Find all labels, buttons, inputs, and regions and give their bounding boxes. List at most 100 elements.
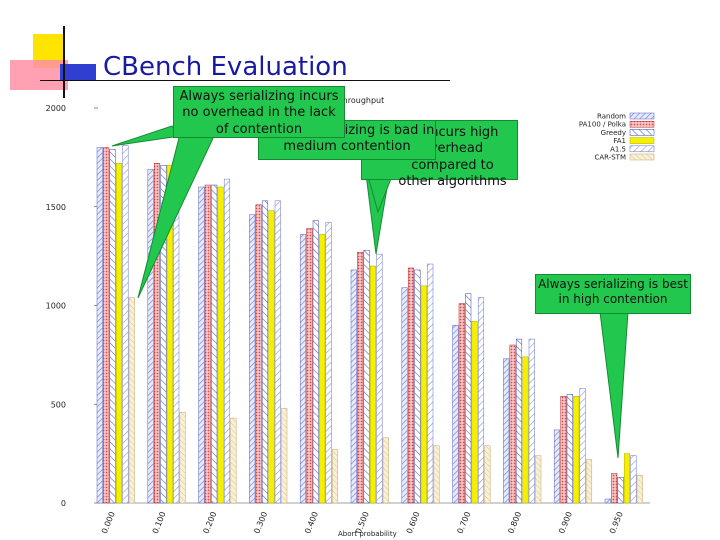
bar-0.300-1 <box>255 204 262 504</box>
legend-swatch <box>629 153 655 161</box>
legend-label: PA100 / Polka <box>579 121 626 129</box>
bar-0.500-5 <box>382 437 389 504</box>
bar-0.950-5 <box>636 475 643 504</box>
bar-0.200-2 <box>211 184 218 504</box>
bar-0.000-0 <box>96 147 103 504</box>
bar-0.700-1 <box>458 303 465 504</box>
bar-0.300-2 <box>261 200 269 504</box>
y-tick-label: 1500 <box>46 203 66 212</box>
legend-label: CAR-STM <box>594 154 626 162</box>
callout-no-contention-text: Always serializing incurs no overhead in… <box>179 89 339 137</box>
bar-0.000-5 <box>128 297 135 504</box>
x-tick-label: 0.900 <box>557 510 574 535</box>
decor-horizontal-line <box>40 80 450 81</box>
x-tick-label: 0.300 <box>252 510 269 535</box>
bar-0.300-0 <box>249 214 256 504</box>
x-axis-title: Abort probability <box>338 530 397 538</box>
bar-0.200-1 <box>204 184 211 504</box>
bar-0.200-5 <box>230 417 237 504</box>
legend-swatch <box>629 120 655 128</box>
legend-swatch <box>629 145 655 153</box>
bar-0.900-5 <box>585 459 593 504</box>
bar-0.100-3 <box>166 165 173 504</box>
bar-0.400-4 <box>325 222 332 504</box>
y-tick-label: 500 <box>51 400 66 409</box>
bar-0.200-0 <box>198 186 205 504</box>
bar-0.200-3 <box>217 186 224 504</box>
legend-swatch <box>629 112 655 120</box>
legend-label: Random <box>597 113 626 121</box>
bar-0.600-4 <box>427 263 434 504</box>
bar-0.950-2 <box>617 477 624 504</box>
y-tick-label: 1000 <box>46 302 66 311</box>
x-tick-label: 0.100 <box>151 510 168 535</box>
bar-0.900-1 <box>560 396 567 504</box>
bar-0.300-4 <box>274 200 281 504</box>
legend-label: Greedy <box>601 129 626 137</box>
bar-0.950-0 <box>604 498 611 504</box>
bar-0.600-0 <box>401 287 408 504</box>
bar-0.300-5 <box>281 407 288 504</box>
bar-0.100-5 <box>179 411 186 504</box>
decor-blue-block <box>60 64 96 80</box>
callout-high-contention-text: Always serializing is best in high conte… <box>538 277 688 306</box>
bar-0.600-2 <box>414 269 421 504</box>
bar-0.100-2 <box>160 165 167 504</box>
bar-0.600-1 <box>407 267 415 504</box>
bar-0.700-3 <box>471 321 478 504</box>
x-tick-label: 0.950 <box>608 510 625 535</box>
bar-0.500-3 <box>369 265 377 504</box>
bar-0.400-1 <box>306 228 313 504</box>
bar-0.700-5 <box>484 445 491 504</box>
bar-0.700-2 <box>465 293 472 504</box>
bar-0.800-2 <box>515 338 523 504</box>
bar-0.100-0 <box>147 168 154 504</box>
chart-title: nch: Throughput <box>318 96 384 105</box>
bar-0.600-5 <box>433 445 440 504</box>
bar-0.950-4 <box>630 455 637 504</box>
bar-0.000-2 <box>109 149 116 504</box>
legend-label: FA1 <box>613 137 626 145</box>
bar-0.400-0 <box>299 234 307 504</box>
bar-0.800-4 <box>528 338 535 504</box>
decor-vertical-line <box>63 26 65 98</box>
bar-0.400-5 <box>331 449 339 504</box>
bar-0.500-1 <box>357 251 364 504</box>
bar-0.000-1 <box>103 147 110 504</box>
bar-0.900-3 <box>573 396 580 504</box>
callout-high-contention: Always serializing is best in high conte… <box>535 274 691 314</box>
bar-0.900-0 <box>553 429 561 504</box>
bar-0.800-1 <box>509 344 516 504</box>
x-tick-label: 0.700 <box>456 510 473 535</box>
bar-0.900-2 <box>566 394 573 504</box>
bar-0.100-4 <box>173 163 180 504</box>
x-tick-label: 0.000 <box>100 510 117 535</box>
legend-label: A1.5 <box>610 145 626 153</box>
bar-0.700-4 <box>477 297 485 504</box>
bar-0.800-0 <box>503 358 510 504</box>
bar-0.400-3 <box>319 234 326 504</box>
bar-0.500-4 <box>376 253 383 504</box>
bar-0.600-3 <box>420 285 427 504</box>
y-tick-label: 2000 <box>46 104 66 113</box>
bar-0.900-4 <box>579 388 586 504</box>
legend-swatch <box>629 137 655 144</box>
bar-0.000-4 <box>122 145 129 504</box>
bar-0.300-3 <box>268 210 275 504</box>
legend-swatch <box>629 129 655 136</box>
x-tick-label: 0.800 <box>506 510 523 535</box>
bar-0.950-1 <box>611 473 618 504</box>
bar-0.500-2 <box>363 249 370 504</box>
bar-0.400-2 <box>312 220 319 504</box>
bar-0.800-3 <box>522 356 529 504</box>
callout-no-contention: Always serializing incurs no overhead in… <box>173 86 345 138</box>
y-tick-label: 0 <box>61 499 66 508</box>
bar-0.200-4 <box>223 178 231 504</box>
bar-0.000-3 <box>115 163 123 504</box>
decor-pink-block <box>10 60 68 90</box>
bar-0.950-3 <box>623 453 631 504</box>
x-tick-label: 0.600 <box>405 510 422 535</box>
slide-title: CBench Evaluation <box>103 52 348 82</box>
x-tick-label: 0.400 <box>303 510 320 535</box>
